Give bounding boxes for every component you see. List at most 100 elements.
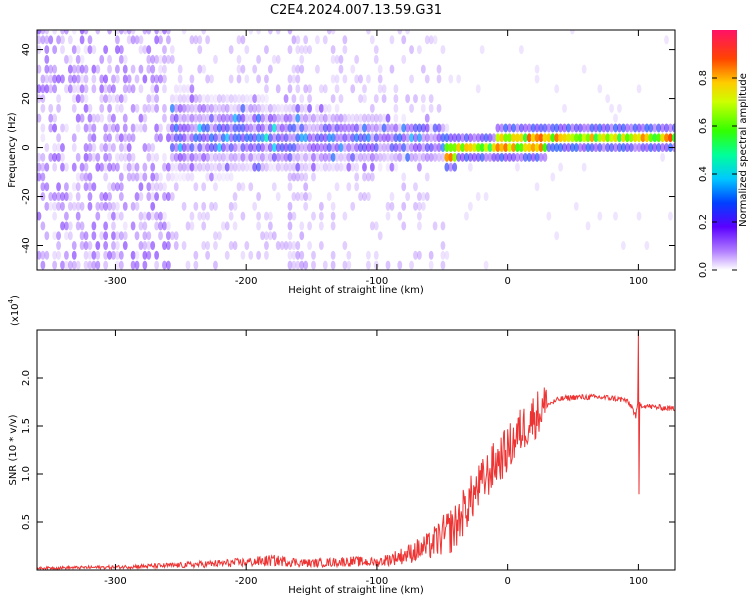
spectrogram-cell — [283, 162, 289, 172]
spectrogram-cell — [64, 84, 69, 94]
spectrogram-cell — [173, 162, 179, 172]
spectrogram-cell — [311, 143, 316, 153]
spectrogram-cell — [613, 143, 618, 153]
spectrogram-cell — [213, 152, 218, 162]
spectrogram-cell — [389, 64, 395, 74]
spectrogram-cell — [440, 143, 446, 153]
spectrogram-cell — [346, 260, 352, 270]
spectrogram-cell — [424, 192, 430, 202]
spectrogram-cell — [354, 113, 360, 123]
spectrogram-cell — [165, 260, 171, 270]
spectrogram-cell — [264, 231, 269, 241]
spectrogram-cell — [287, 30, 293, 35]
spectrogram-cell — [56, 35, 61, 45]
spectrogram-cell — [267, 221, 273, 231]
spectrogram-cell — [162, 182, 167, 192]
spectrogram-cell — [130, 201, 136, 211]
spectrogram-cell — [118, 231, 124, 241]
spectrogram-cell — [295, 74, 301, 84]
spectrogram-cell — [216, 231, 222, 241]
spectrogram-cell — [311, 162, 316, 172]
spectrogram-cell — [165, 54, 171, 64]
colorbar: 0.00.20.40.60.8 Normalized spectral ampl… — [698, 30, 749, 278]
x-tick-label: 0 — [504, 576, 510, 587]
spectrogram-cell — [303, 35, 309, 45]
spectrogram-cell — [342, 74, 348, 84]
spectrogram-cell — [197, 94, 203, 104]
spectrogram-cell — [118, 30, 124, 35]
spectrogram-cell — [146, 103, 152, 113]
spectrogram-cell — [597, 133, 603, 143]
spectrogram-cell — [338, 162, 344, 172]
spectrogram-cell — [228, 74, 234, 84]
spectrogram-cell — [342, 211, 348, 221]
spectrogram-cell — [369, 103, 375, 113]
spectrogram-cell — [79, 74, 85, 84]
spectrogram-cell — [267, 113, 273, 123]
spectrogram-cell — [417, 201, 422, 211]
spectrogram-cell — [267, 133, 273, 143]
spectrogram-cell — [56, 133, 61, 143]
spectrogram-cell — [283, 133, 289, 143]
spectrogram-cell — [154, 152, 160, 162]
spectrogram-cell — [338, 143, 344, 153]
spectrogram-cell — [130, 260, 136, 270]
spectrogram-cell — [397, 211, 403, 221]
spectrogram-cell — [185, 143, 191, 153]
spectrogram-cell — [617, 143, 622, 153]
spectrogram-cell — [385, 113, 391, 123]
spectrogram-cell — [44, 231, 50, 241]
spectrogram-cell — [224, 133, 230, 143]
spectrogram-cell — [585, 123, 591, 133]
spectrogram-cell — [287, 143, 293, 153]
spectrogram-cell — [369, 133, 375, 143]
spectrogram-cell — [91, 133, 97, 143]
spectrogram-cell — [103, 201, 109, 211]
spectrogram-cell — [318, 133, 324, 143]
spectrogram-cell — [220, 162, 226, 172]
spectrogram-cell — [99, 54, 105, 64]
spectrogram-cell — [134, 103, 140, 113]
spectrogram-cell — [52, 250, 58, 260]
spectrogram-cell — [342, 123, 348, 133]
spectrogram-cell — [240, 143, 246, 153]
spectrogram-cell — [220, 133, 226, 143]
spectrogram-cell — [240, 103, 246, 113]
spectrogram-cell — [236, 64, 242, 74]
spectrogram-cell — [315, 113, 320, 123]
spectrogram-cell — [299, 250, 305, 260]
spectrogram-cell — [424, 123, 430, 133]
spectrogram-cell — [377, 64, 383, 74]
spectrogram-cell — [228, 113, 234, 123]
spectrogram-cell — [126, 133, 132, 143]
spectrogram-cell — [287, 201, 293, 211]
spectrogram-cell — [103, 152, 109, 162]
spectrogram-cell — [507, 123, 513, 133]
spectrogram-cell — [162, 211, 167, 221]
spectrogram-cell — [417, 221, 422, 231]
spectrogram-cell — [628, 143, 634, 153]
spectrogram-cell — [99, 143, 105, 153]
spectrogram-cell — [428, 123, 434, 133]
spectrogram-cell — [499, 152, 505, 162]
spectrogram-cell — [122, 162, 128, 172]
spectrogram-cell — [213, 113, 218, 123]
spectrogram-cell — [366, 113, 371, 123]
spectrogram-cell — [385, 162, 391, 172]
spectrogram-cell — [52, 152, 58, 162]
spectrogram-cell — [232, 143, 238, 153]
spectrogram-cell — [295, 84, 301, 94]
spectrogram-cell — [346, 143, 352, 153]
spectrogram-cell — [138, 192, 144, 202]
spectrogram-cell — [393, 94, 399, 104]
spectrogram-cell — [664, 35, 669, 45]
spectrogram-cell — [103, 84, 109, 94]
spectrogram-cell — [354, 152, 360, 162]
spectrogram-cell — [287, 162, 293, 172]
spectrogram-cell — [311, 133, 316, 143]
spectrogram-cell — [173, 84, 179, 94]
spectrogram-cell — [366, 192, 371, 202]
spectrogram-cell — [275, 192, 281, 202]
spectrogram-cell — [228, 45, 234, 55]
